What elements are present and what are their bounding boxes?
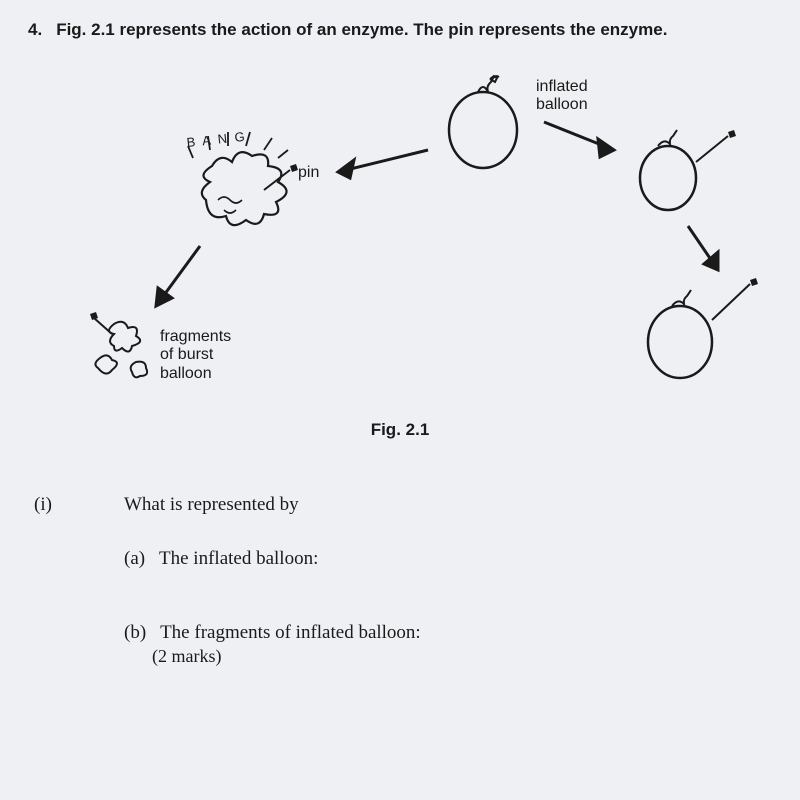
worksheet-page: 4. Fig. 2.1 represents the action of an …	[0, 0, 800, 800]
part-a-text: The inflated balloon:	[159, 548, 318, 569]
balloon-center	[449, 76, 517, 168]
question-number: 4.	[28, 20, 42, 40]
part-b-text: The fragments of inflated balloon:	[160, 622, 421, 643]
question-stem: Fig. 2.1 represents the action of an enz…	[56, 20, 667, 40]
part-i-prompt: What is represented by	[124, 494, 299, 516]
part-b-marks: (2 marks)	[152, 646, 772, 667]
diagram-svg	[28, 50, 772, 410]
part-b: (b) The fragments of inflated balloon:	[124, 622, 772, 644]
figure-caption: Fig. 2.1	[28, 420, 772, 440]
figure-2-1: inflated balloon pin B A N G fragments o…	[28, 50, 772, 410]
balloon-right-1	[640, 130, 736, 210]
label-pin: pin	[298, 164, 319, 182]
part-i-label: (i)	[28, 494, 124, 516]
label-inflated-balloon: inflated balloon	[536, 78, 588, 115]
balloon-fragments	[90, 312, 147, 377]
question-stem-row: 4. Fig. 2.1 represents the action of an …	[28, 20, 772, 40]
label-fragments: fragments of burst balloon	[160, 328, 231, 383]
part-i-row: (i) What is represented by	[28, 494, 772, 516]
part-a-label: (a)	[124, 548, 145, 569]
arrows	[156, 122, 718, 306]
part-a: (a) The inflated balloon:	[124, 548, 772, 570]
balloon-right-2	[648, 278, 758, 378]
part-b-label: (b)	[124, 622, 146, 643]
